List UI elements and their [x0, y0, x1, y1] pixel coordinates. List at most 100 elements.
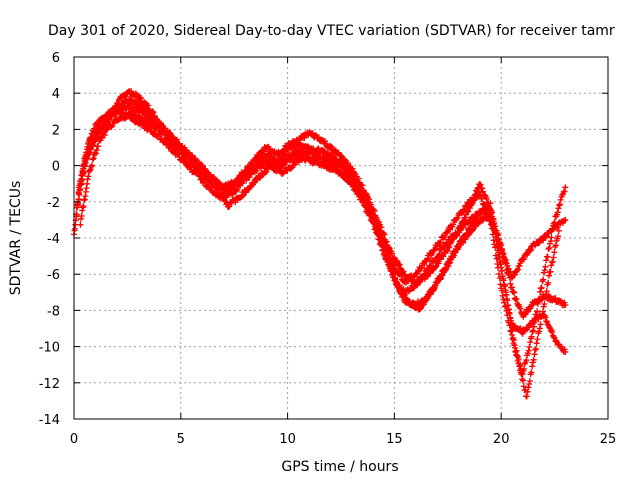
- data-point: [529, 359, 536, 366]
- data-point: [526, 381, 533, 387]
- data-point: [368, 212, 375, 219]
- data-point: [91, 133, 98, 140]
- data-point: [89, 140, 96, 147]
- data-point: [489, 231, 496, 238]
- data-point: [528, 333, 535, 340]
- data-point: [87, 143, 94, 150]
- data-point: [391, 275, 398, 281]
- data-point: [554, 209, 561, 216]
- data-point: [521, 365, 528, 372]
- data-point: [209, 178, 216, 184]
- data-point: [440, 253, 447, 260]
- data-point: [84, 151, 91, 158]
- data-point: [562, 216, 569, 223]
- data-point: [389, 250, 396, 257]
- data-point: [543, 257, 550, 264]
- data-point: [527, 339, 534, 346]
- data-point: [533, 345, 539, 352]
- data-point: [89, 156, 96, 163]
- data-point: [534, 300, 541, 307]
- data-point: [102, 132, 108, 138]
- data-point: [462, 214, 469, 221]
- y-tick-label: 6: [52, 51, 60, 66]
- data-point: [495, 264, 502, 271]
- data-point: [531, 323, 537, 330]
- data-point: [437, 273, 444, 280]
- data-point: [509, 327, 516, 334]
- data-point: [396, 285, 403, 292]
- data-point: [257, 162, 264, 169]
- data-point: [477, 181, 484, 188]
- data-point: [357, 190, 364, 197]
- data-point: [561, 188, 568, 195]
- data-point: [501, 283, 508, 290]
- data-points: [71, 88, 569, 400]
- data-point: [526, 378, 533, 385]
- data-point: [537, 288, 544, 295]
- data-point: [512, 348, 519, 355]
- data-point: [529, 328, 536, 335]
- data-point: [435, 260, 442, 267]
- data-point: [515, 266, 521, 273]
- data-point: [520, 377, 526, 384]
- data-point: [232, 199, 239, 206]
- data-point: [484, 200, 491, 207]
- y-tick-label: -14: [39, 413, 60, 428]
- data-point: [500, 275, 507, 282]
- data-point: [525, 384, 532, 391]
- data-point: [487, 206, 494, 213]
- data-point: [540, 303, 547, 310]
- data-point: [388, 261, 394, 267]
- data-point: [545, 246, 552, 252]
- data-point: [533, 340, 540, 347]
- data-point: [540, 237, 547, 244]
- data-point: [394, 282, 401, 289]
- data-point: [78, 177, 85, 184]
- x-tick-label: 5: [177, 432, 185, 447]
- data-point: [315, 145, 322, 152]
- data-point: [393, 257, 400, 264]
- data-point: [538, 313, 545, 320]
- data-point: [562, 184, 569, 191]
- y-tick-label: -2: [47, 196, 60, 211]
- data-point: [469, 200, 476, 207]
- data-point: [454, 215, 461, 221]
- data-point: [492, 252, 499, 259]
- data-point: [545, 279, 552, 286]
- data-point: [537, 321, 544, 328]
- data-point: [98, 135, 105, 142]
- data-point: [450, 221, 457, 228]
- data-point: [239, 180, 246, 187]
- data-point: [536, 325, 543, 332]
- data-point: [542, 263, 549, 270]
- data-point: [464, 230, 471, 236]
- y-axis-label: SDTVAR / TECUs: [8, 181, 24, 296]
- data-point: [444, 248, 451, 254]
- data-point: [511, 342, 518, 349]
- data-point: [174, 136, 180, 143]
- data-point: [359, 194, 366, 201]
- data-point: [483, 208, 490, 215]
- data-point: [535, 296, 542, 303]
- data-point: [534, 308, 541, 315]
- data-point: [145, 102, 151, 109]
- data-point: [76, 187, 83, 194]
- data-point: [218, 190, 225, 197]
- data-point: [372, 223, 378, 230]
- data-point: [546, 272, 552, 279]
- data-point: [547, 238, 554, 245]
- data-point: [483, 195, 490, 202]
- data-point: [492, 230, 499, 237]
- data-point: [465, 208, 472, 215]
- data-point: [246, 163, 253, 170]
- data-point: [479, 188, 486, 195]
- data-point: [359, 182, 366, 189]
- data-point: [507, 314, 513, 321]
- data-point: [506, 269, 513, 276]
- data-point: [521, 311, 528, 318]
- data-point: [80, 203, 87, 210]
- data-point: [231, 183, 238, 190]
- data-point: [554, 224, 561, 231]
- axis-ticks: 0 5 10 15 20 25 -14 -12 -10 -8 -6 -4 -2 0 2 4 6: [39, 51, 617, 447]
- data-point: [439, 252, 446, 259]
